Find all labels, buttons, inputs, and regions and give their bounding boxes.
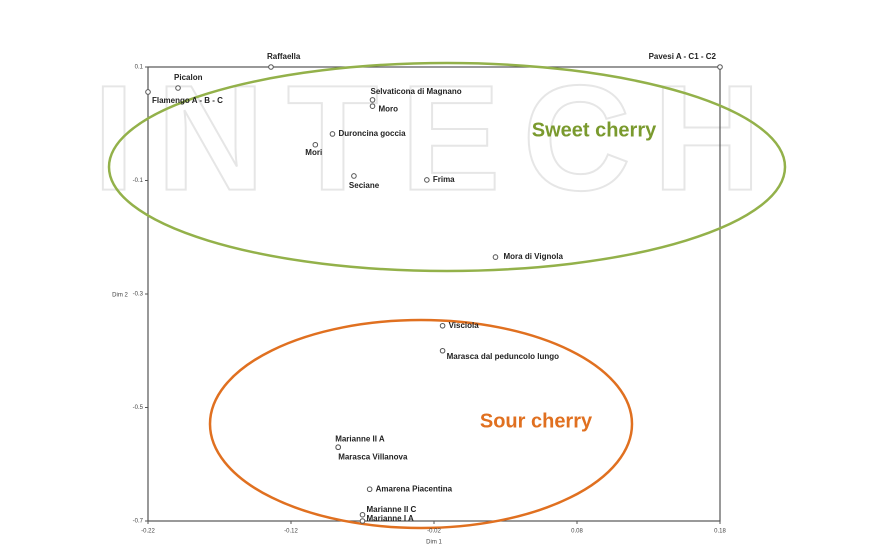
point bbox=[359, 518, 366, 524]
x-axis-label: Dim 1 bbox=[426, 540, 442, 546]
point-label: Mora di Vignola bbox=[503, 252, 563, 261]
point-label: Marianne II A bbox=[335, 434, 385, 443]
point-label: Pavesi A - C1 - C2 bbox=[649, 52, 717, 61]
point-label: Seciane bbox=[349, 181, 380, 190]
y-tick-label: -0.5 bbox=[133, 405, 144, 411]
annotation: Sour cherry bbox=[480, 410, 593, 432]
point-label: Visciola bbox=[449, 321, 480, 330]
point bbox=[366, 486, 373, 493]
y-tick-label: 0.1 bbox=[135, 65, 144, 71]
point bbox=[312, 141, 319, 148]
point-label: Amarena Piacentina bbox=[376, 484, 453, 493]
x-tick-label: 0.08 bbox=[571, 529, 583, 535]
point bbox=[268, 64, 274, 70]
x-tick-label: -0.22 bbox=[141, 529, 155, 535]
point-label: Selvaticona di Magnano bbox=[371, 87, 462, 96]
point-label: Marasca dal peduncolo lungo bbox=[447, 352, 560, 361]
watermark: INTECH bbox=[93, 54, 783, 222]
point-label: Picalon bbox=[174, 73, 203, 82]
point bbox=[175, 85, 181, 91]
sweet-ellipse bbox=[107, 61, 787, 273]
point-label: Marasca Villanova bbox=[338, 452, 408, 461]
point-label: Moro bbox=[379, 104, 399, 113]
point bbox=[439, 347, 446, 354]
point-label: Flamengo A - B - C bbox=[152, 96, 223, 105]
x-tick-label: 0.18 bbox=[714, 529, 726, 535]
point-label: Marianne II C bbox=[367, 505, 417, 514]
point bbox=[439, 322, 446, 329]
x-tick-label: -0.12 bbox=[284, 529, 298, 535]
x-tick-label: -0.02 bbox=[427, 529, 441, 535]
point-label: Raffaella bbox=[267, 52, 301, 61]
point bbox=[492, 254, 499, 260]
point bbox=[335, 444, 341, 451]
point bbox=[717, 64, 723, 70]
point bbox=[359, 511, 366, 518]
y-tick-label: -0.7 bbox=[133, 519, 144, 525]
point-label: Marianne I A bbox=[367, 514, 414, 523]
annotation: Sweet cherry bbox=[532, 119, 657, 141]
point bbox=[424, 177, 430, 183]
point-label: Duroncina goccia bbox=[338, 129, 406, 138]
y-tick-label: -0.3 bbox=[133, 292, 144, 298]
point-label: Mori bbox=[305, 148, 322, 157]
point bbox=[351, 173, 357, 179]
point bbox=[369, 97, 376, 103]
y-tick-label: -0.1 bbox=[133, 178, 144, 184]
point-label: Frima bbox=[433, 175, 455, 184]
point bbox=[329, 131, 336, 137]
point bbox=[369, 103, 376, 109]
sour-ellipse bbox=[208, 318, 634, 530]
point bbox=[145, 89, 151, 95]
y-axis-label: Dim 2 bbox=[112, 293, 128, 299]
